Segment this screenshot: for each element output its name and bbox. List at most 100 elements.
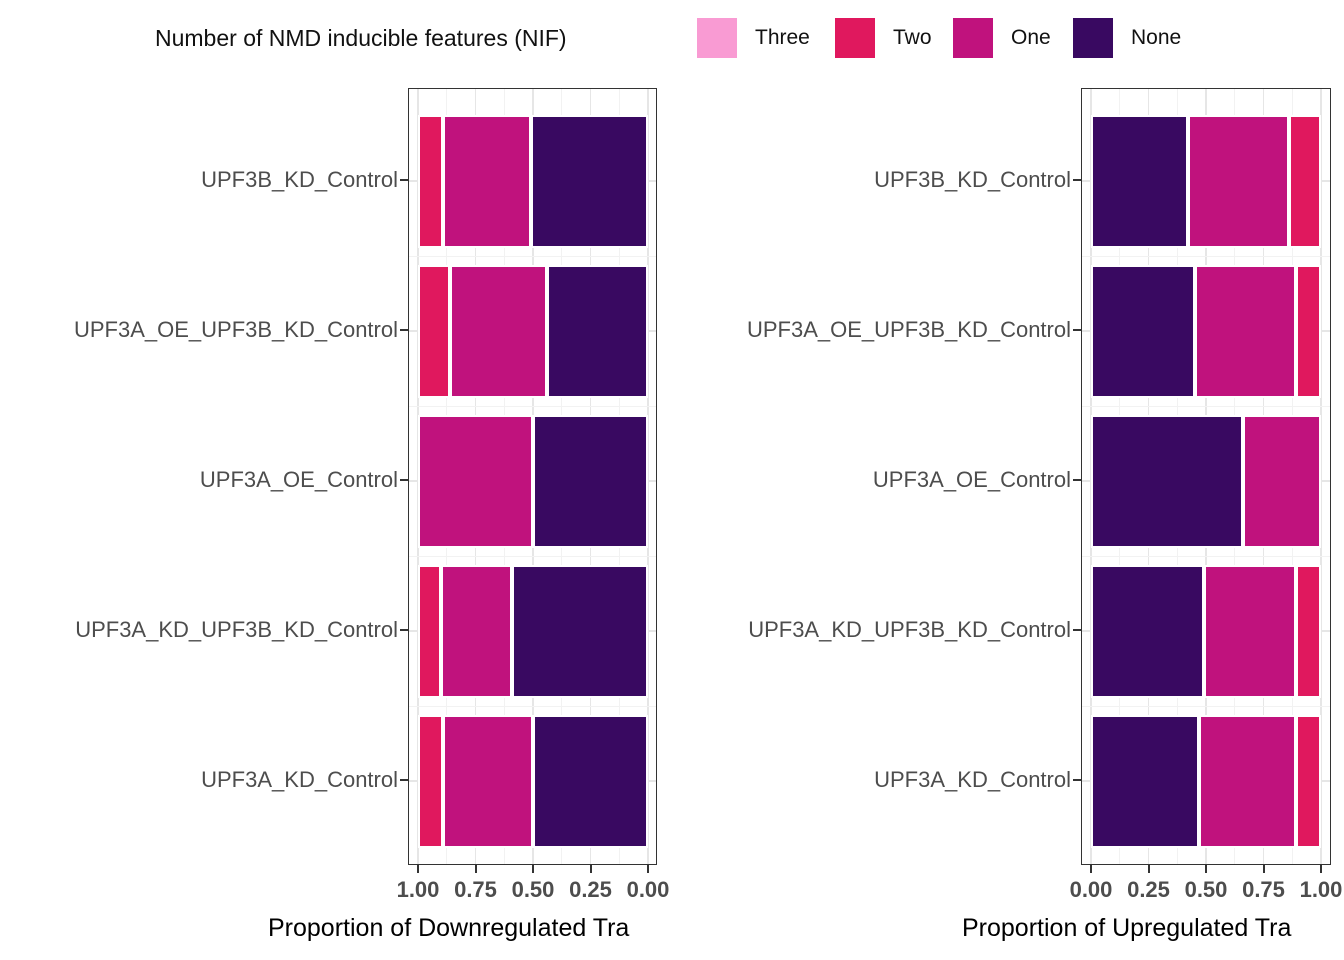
legend-title: Number of NMD inducible features (NIF) [155,25,567,51]
bar-upf3b_kd_control [1091,114,1321,248]
legend-swatch-one-icon [953,18,993,58]
x-axis-tick [647,865,649,873]
y-axis-label: UPF3B_KD_Control [201,167,398,192]
x-tick-label: 0.75 [454,877,497,902]
y-axis-tick [400,779,408,781]
x-axis-tick [417,865,419,873]
bar-segment-none [1091,264,1195,398]
legend-label: Three [755,26,810,49]
bar-segment-none [532,714,648,848]
bar-segment-none [533,414,648,548]
bar-segment-one [418,414,533,548]
bar-segment-one [1194,264,1296,398]
x-axis-title-downregulated: Proportion of Downregulated Tra [268,914,630,942]
y-axis-label: UPF3A_KD_Control [201,767,398,792]
legend-label: Two [893,26,932,49]
bar-segment-one [1242,414,1321,548]
x-axis-tick [532,865,534,873]
x-axis-tick [1320,865,1322,873]
gridline [409,555,656,557]
bar-segment-two [1295,714,1321,848]
y-axis-label: UPF3A_OE_Control [199,467,398,492]
bar-upf3a_kd_control [1091,714,1321,848]
bar-segment-one [1203,564,1296,698]
y-axis-tick [1073,479,1081,481]
gridline [1082,705,1330,707]
y-axis-label: UPF3A_OE_UPF3B_KD_Control [73,317,398,342]
bar-segment-two [418,564,441,698]
bar-segment-none [546,264,648,398]
gridline [409,405,656,407]
x-axis-title-upregulated: Proportion of Upregulated Tra [962,914,1292,942]
x-tick-label: 0.50 [1184,877,1228,902]
bar-segment-none [530,114,648,248]
bar-segment-two [418,264,451,398]
gridline [647,89,649,864]
x-tick-label: 1.00 [1299,877,1343,902]
x-axis-tick [1205,865,1207,873]
y-axis-tick [1073,629,1081,631]
legend-swatch-two-icon [835,18,875,58]
bar-segment-two [1288,114,1321,248]
legend-swatch-three-icon [697,18,737,58]
bar-segment-two [418,114,444,248]
bar-upf3a_kd_upf3b_kd_control [418,564,648,698]
bar-upf3a_oe_upf3b_kd_control [1091,264,1321,398]
y-axis-tick [400,179,408,181]
x-axis-tick [1147,865,1150,873]
y-axis-label: UPF3A_OE_Control [872,467,1071,492]
bar-segment-one [443,114,531,248]
bar-upf3a_oe_upf3b_kd_control [418,264,648,398]
x-tick-label: 1.00 [396,877,440,902]
bar-segment-two [1295,264,1321,398]
y-axis-label: UPF3A_KD_UPF3B_KD_Control [748,617,1071,642]
y-axis-label: UPF3A_KD_UPF3B_KD_Control [75,617,398,642]
bar-segment-none [512,564,648,698]
gridline [1082,255,1330,257]
gridline [409,255,656,257]
bar-upf3a_oe_control [418,414,648,548]
x-axis-tick [1262,865,1265,873]
panel-upregulated: 0.00 0.25 0.50 0.75 1.00 [1070,88,1342,902]
gridline [1320,89,1322,864]
bar-upf3a_kd_upf3b_kd_control [1091,564,1321,698]
gridline [409,705,656,707]
bar-segment-one [1187,114,1289,248]
y-axis-tick [1073,329,1081,331]
bar-segment-two [1295,564,1321,698]
bar-segment-none [1091,114,1188,248]
bar-segment-two [418,714,444,848]
x-tick-label: 0.00 [1069,877,1113,902]
bar-segment-one [443,714,533,848]
y-axis-label: UPF3B_KD_Control [874,167,1071,192]
gridline [1082,555,1330,557]
panel-downregulated: 1.00 0.75 0.50 0.25 0.00 [397,88,669,902]
x-tick-label: 0.75 [1242,877,1285,902]
x-axis-tick [474,865,477,873]
bar-upf3b_kd_control [418,114,648,248]
bar-segment-one [450,264,547,398]
bar-upf3a_kd_control [418,714,648,848]
y-axis-label: UPF3A_OE_UPF3B_KD_Control [746,317,1071,342]
legend-label: One [1011,26,1051,49]
bar-segment-none [1091,714,1200,848]
legend-swatch-none-icon [1073,18,1113,58]
gridline [1082,405,1330,407]
x-tick-label: 0.00 [626,877,670,902]
y-axis-tick [400,329,408,331]
bar-upf3a_oe_control [1091,414,1321,548]
bar-segment-none [1091,414,1243,548]
x-tick-label: 0.25 [1127,877,1170,902]
bar-segment-one [1199,714,1296,848]
x-axis-tick [1090,865,1092,873]
x-tick-label: 0.25 [569,877,612,902]
bar-segment-none [1091,564,1204,698]
y-axis-label: UPF3A_KD_Control [874,767,1071,792]
bar-segment-one [441,564,513,698]
x-tick-label: 0.50 [511,877,555,902]
y-axis-tick [400,479,408,481]
y-axis-tick [400,629,408,631]
legend-label: None [1131,26,1182,49]
y-axis-tick [1073,779,1081,781]
